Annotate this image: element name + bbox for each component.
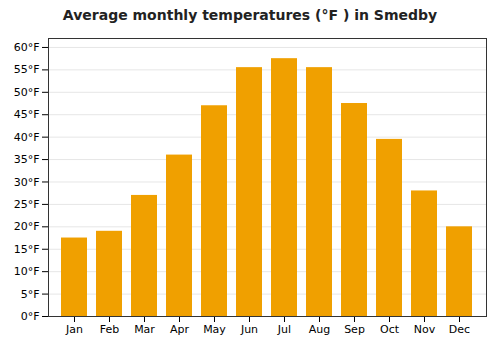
svg-text:Jun: Jun (240, 323, 258, 336)
svg-text:30°F: 30°F (14, 176, 40, 189)
svg-text:Aug: Aug (309, 323, 330, 336)
svg-text:0°F: 0°F (21, 310, 40, 323)
svg-text:Nov: Nov (414, 323, 436, 336)
svg-text:Apr: Apr (170, 323, 190, 336)
svg-text:15°F: 15°F (14, 243, 40, 256)
svg-text:Mar: Mar (134, 323, 155, 336)
svg-text:45°F: 45°F (14, 108, 40, 121)
svg-text:Oct: Oct (380, 323, 400, 336)
svg-text:Jul: Jul (277, 323, 291, 336)
svg-text:5°F: 5°F (21, 288, 40, 301)
svg-text:May: May (203, 323, 226, 336)
svg-text:60°F: 60°F (14, 41, 40, 54)
svg-text:Dec: Dec (449, 323, 470, 336)
svg-text:25°F: 25°F (14, 198, 40, 211)
html-text:Average monthly temperatures (: Average monthly temperatures (°F ) in Sm… (62, 7, 438, 23)
svg-text:20°F: 20°F (14, 220, 40, 233)
svg-text:10°F: 10°F (14, 265, 40, 278)
svg-text:Jan: Jan (65, 323, 83, 336)
svg-text:55°F: 55°F (14, 63, 40, 76)
svg-text:Sep: Sep (344, 323, 365, 336)
svg-text:40°F: 40°F (14, 131, 40, 144)
svg-text:35°F: 35°F (14, 153, 40, 166)
svg-text:50°F: 50°F (14, 86, 40, 99)
svg-text:Feb: Feb (100, 323, 119, 336)
